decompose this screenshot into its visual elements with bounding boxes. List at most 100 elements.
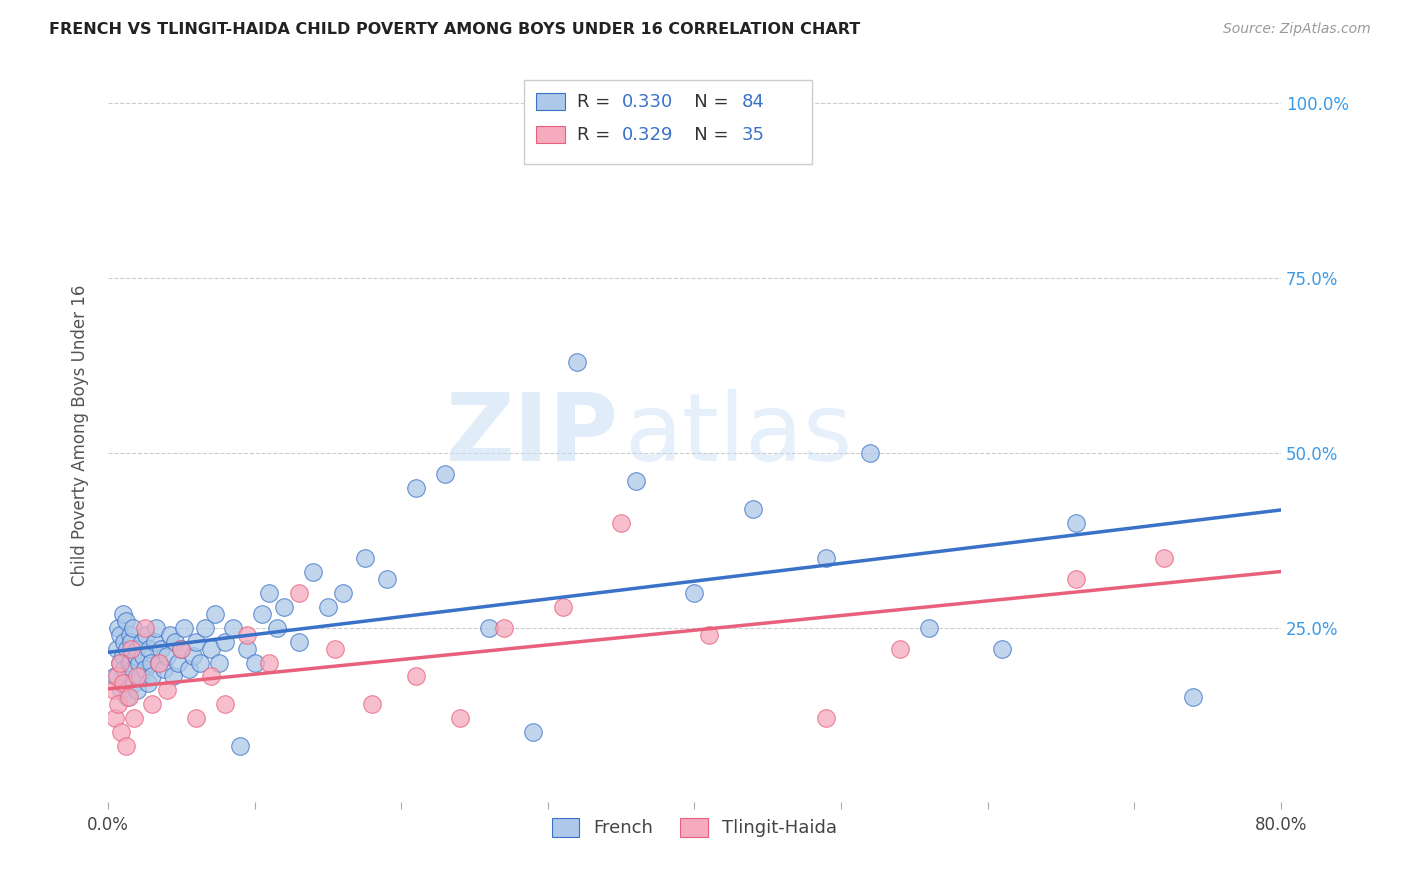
Point xyxy=(107,621,129,635)
Text: FRENCH VS TLINGIT-HAIDA CHILD POVERTY AMONG BOYS UNDER 16 CORRELATION CHART: FRENCH VS TLINGIT-HAIDA CHILD POVERTY AM… xyxy=(49,22,860,37)
Point xyxy=(181,648,204,663)
Point xyxy=(143,634,166,648)
Point xyxy=(127,669,149,683)
Point xyxy=(250,607,273,621)
Point xyxy=(184,711,207,725)
Point xyxy=(991,641,1014,656)
Point xyxy=(236,627,259,641)
Point xyxy=(162,669,184,683)
Point xyxy=(110,725,132,739)
Point xyxy=(139,656,162,670)
Point xyxy=(111,648,134,663)
Point xyxy=(361,698,384,712)
Point xyxy=(118,669,141,683)
Point xyxy=(107,698,129,712)
Point xyxy=(108,656,131,670)
Point xyxy=(124,711,146,725)
Text: ZIP: ZIP xyxy=(446,390,619,482)
Point xyxy=(112,663,135,677)
Legend: French, Tlingit-Haida: French, Tlingit-Haida xyxy=(544,811,844,845)
Point xyxy=(134,621,156,635)
Point xyxy=(114,614,136,628)
Text: N =: N = xyxy=(676,126,734,144)
Point xyxy=(122,621,145,635)
Point xyxy=(214,634,236,648)
Point xyxy=(132,648,155,663)
Point xyxy=(434,467,457,481)
Point xyxy=(522,725,544,739)
Y-axis label: Child Poverty Among Boys Under 16: Child Poverty Among Boys Under 16 xyxy=(72,285,89,586)
FancyBboxPatch shape xyxy=(536,93,565,111)
Point xyxy=(152,663,174,677)
Point xyxy=(104,669,127,683)
Point xyxy=(624,474,647,488)
Point xyxy=(375,572,398,586)
Point xyxy=(273,599,295,614)
Point xyxy=(127,641,149,656)
Point xyxy=(478,621,501,635)
Point xyxy=(259,585,281,599)
Point xyxy=(108,656,131,670)
Text: atlas: atlas xyxy=(624,390,852,482)
Point xyxy=(115,641,138,656)
Point xyxy=(105,641,128,656)
Point xyxy=(208,656,231,670)
Point xyxy=(138,641,160,656)
Point xyxy=(124,676,146,690)
Point xyxy=(141,669,163,683)
Point xyxy=(120,641,142,656)
Point xyxy=(200,669,222,683)
Text: Source: ZipAtlas.com: Source: ZipAtlas.com xyxy=(1223,22,1371,37)
Point xyxy=(221,621,243,635)
Point xyxy=(117,690,139,705)
Point xyxy=(108,627,131,641)
Point xyxy=(204,607,226,621)
Point xyxy=(103,683,125,698)
Point xyxy=(1181,690,1204,705)
Point xyxy=(184,634,207,648)
Point xyxy=(742,501,765,516)
Point xyxy=(259,656,281,670)
FancyBboxPatch shape xyxy=(536,126,565,144)
Point xyxy=(302,565,325,579)
Point xyxy=(118,627,141,641)
Point xyxy=(243,656,266,670)
Point xyxy=(110,683,132,698)
Point xyxy=(131,634,153,648)
Point xyxy=(551,599,574,614)
Point xyxy=(214,698,236,712)
Text: N =: N = xyxy=(676,93,734,111)
Point xyxy=(332,585,354,599)
Point xyxy=(190,656,212,670)
Point xyxy=(148,656,170,670)
Point xyxy=(492,621,515,635)
Point xyxy=(135,627,157,641)
Point xyxy=(117,656,139,670)
Point xyxy=(918,621,941,635)
Point xyxy=(120,656,142,670)
Point xyxy=(815,711,838,725)
Point xyxy=(236,641,259,656)
Point xyxy=(149,641,172,656)
Point xyxy=(194,621,217,635)
Point xyxy=(266,621,288,635)
Point xyxy=(1064,572,1087,586)
Point xyxy=(111,607,134,621)
Text: R =: R = xyxy=(578,126,616,144)
Point xyxy=(114,739,136,754)
Point xyxy=(111,676,134,690)
Point xyxy=(129,669,152,683)
Point xyxy=(170,641,193,656)
Point xyxy=(134,663,156,677)
Point xyxy=(177,663,200,677)
Point xyxy=(323,641,346,656)
Point xyxy=(104,711,127,725)
Point xyxy=(287,585,309,599)
Point xyxy=(128,656,150,670)
Point xyxy=(122,663,145,677)
Point xyxy=(567,355,589,369)
Point xyxy=(125,648,148,663)
Point xyxy=(167,656,190,670)
Point xyxy=(136,676,159,690)
Point xyxy=(405,481,427,495)
